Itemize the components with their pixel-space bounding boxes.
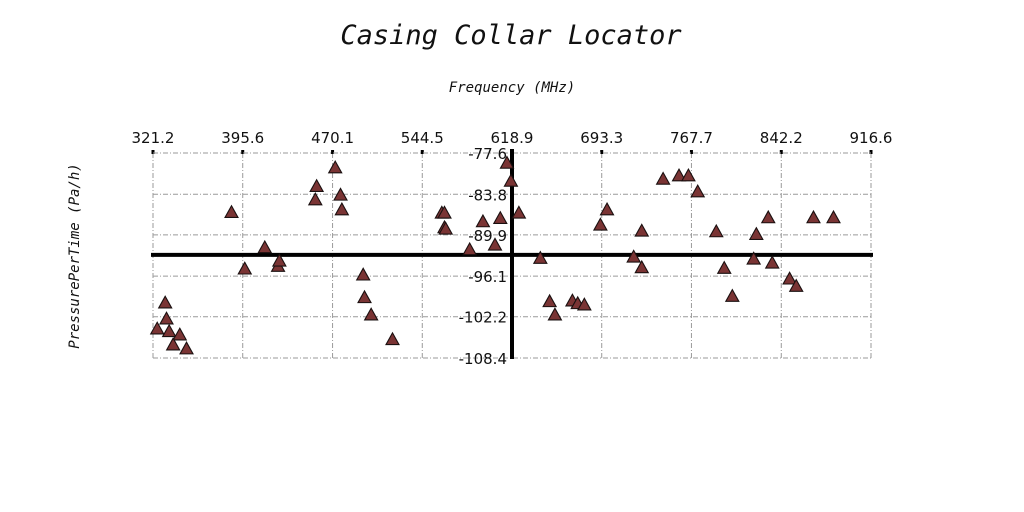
- data-point: [592, 217, 608, 231]
- data-point: [826, 209, 841, 224]
- x-tick-label: 767.7: [670, 129, 713, 147]
- data-point: [547, 307, 563, 321]
- data-point: [271, 253, 287, 267]
- data-point: [224, 204, 239, 218]
- data-point: [760, 209, 776, 224]
- data-point: [716, 260, 732, 274]
- tick-labels: 321.2 395.6 470.1 544.5 618.9 693.3 767.7 842.2…: [132, 129, 893, 368]
- y-axis-label: PressurePerTime (Pa/h): [67, 163, 83, 348]
- data-point: [748, 226, 764, 240]
- data-point: [307, 191, 323, 206]
- x-tick-label: 544.5: [401, 129, 444, 147]
- data-point: [576, 297, 592, 311]
- y-tick-label: -108.4: [459, 350, 507, 368]
- x-tick-label: 321.2: [132, 129, 175, 147]
- data-point: [159, 311, 174, 325]
- data-point: [149, 321, 165, 335]
- data-point: [599, 201, 615, 216]
- x-tick-mark: [869, 150, 873, 154]
- data-point: [161, 323, 177, 338]
- x-tick-mark: [600, 150, 604, 154]
- data-point: [492, 210, 508, 224]
- x-tick-mark: [689, 150, 693, 154]
- data-point: [634, 223, 650, 237]
- data-point: [764, 255, 780, 269]
- y-tick-label: -102.2: [459, 309, 507, 327]
- data-point: [806, 209, 821, 224]
- x-tick-mark: [151, 150, 155, 154]
- data-point: [708, 223, 724, 238]
- y-tick-label: -89.9: [468, 227, 507, 245]
- data-point: [462, 241, 478, 256]
- y-tick-label: -83.8: [468, 186, 507, 204]
- data-point: [385, 331, 400, 346]
- x-tick-label: 842.2: [760, 129, 803, 147]
- data-point: [357, 289, 372, 304]
- data-point: [363, 307, 379, 321]
- data-point: [237, 261, 253, 275]
- data-point: [437, 205, 452, 219]
- data-point: [511, 205, 527, 219]
- data-point: [788, 278, 804, 292]
- data-points: [149, 155, 841, 355]
- x-tick-label: 618.9: [491, 129, 534, 147]
- x-tick-label: 693.3: [580, 129, 623, 147]
- x-tick-label: 916.6: [850, 129, 893, 147]
- data-point: [532, 250, 548, 264]
- chart-title: Casing Collar Locator: [340, 20, 682, 51]
- data-point: [438, 221, 454, 235]
- data-point: [499, 155, 515, 169]
- data-point: [782, 271, 798, 285]
- data-point: [634, 259, 650, 274]
- data-point: [655, 171, 671, 185]
- data-point: [626, 249, 642, 263]
- data-point: [333, 187, 348, 201]
- data-point: [172, 327, 188, 341]
- data-point: [503, 173, 519, 187]
- x-tick-mark: [420, 150, 424, 154]
- data-point: [690, 183, 706, 198]
- x-tick-mark: [331, 150, 335, 154]
- data-point: [487, 237, 503, 251]
- x-axis-label: Frequency (MHz): [449, 80, 575, 96]
- data-point: [355, 267, 371, 281]
- x-tick-mark: [779, 150, 783, 154]
- data-point: [257, 239, 273, 254]
- data-point: [671, 167, 687, 182]
- data-point: [334, 201, 350, 216]
- data-point: [475, 213, 491, 228]
- data-point: [157, 295, 173, 309]
- data-point: [746, 251, 762, 265]
- y-tick-label: -77.6: [468, 145, 507, 163]
- data-point: [680, 167, 696, 182]
- data-point: [724, 288, 740, 302]
- y-tick-label: -96.1: [468, 268, 507, 286]
- x-tick-label: 470.1: [311, 129, 354, 147]
- x-tick-label: 395.6: [221, 129, 264, 147]
- data-point: [165, 337, 181, 351]
- data-point: [327, 160, 343, 174]
- data-point: [179, 341, 194, 355]
- x-tick-mark: [241, 150, 245, 154]
- data-point: [542, 293, 558, 308]
- data-point: [309, 178, 325, 193]
